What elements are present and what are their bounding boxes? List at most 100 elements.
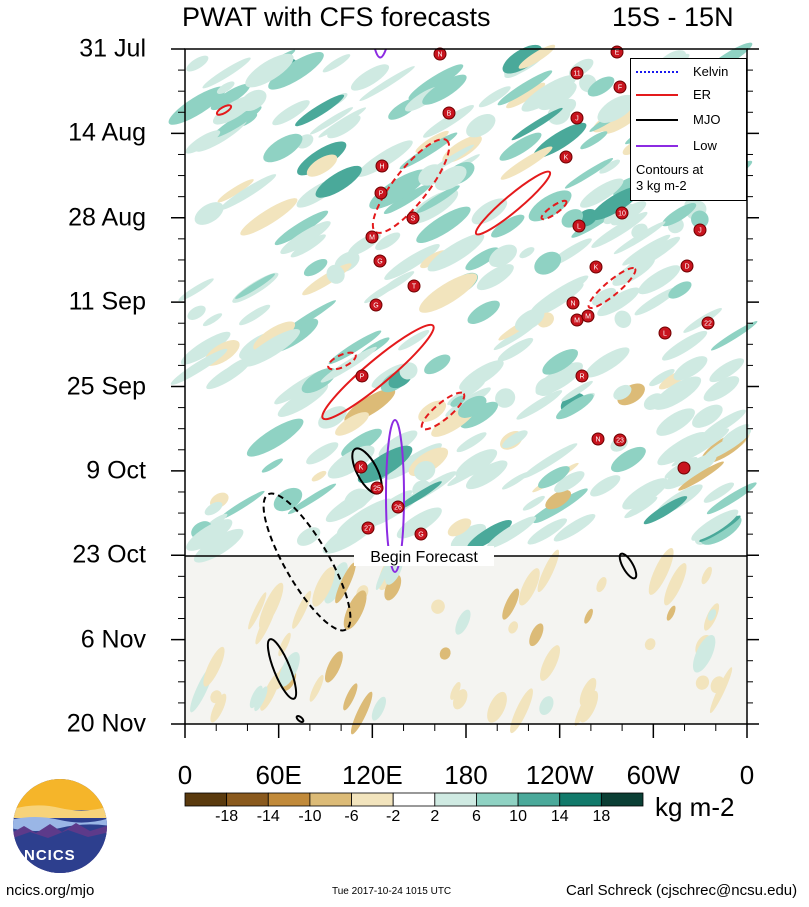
y-tick-label: 6 Nov: [80, 625, 146, 654]
anomaly-patch: [168, 86, 227, 125]
anomaly-patch: [501, 471, 530, 490]
x-tick-label: 0: [739, 760, 755, 790]
anomaly-patch: [243, 329, 301, 367]
anomaly-patch: [212, 95, 255, 125]
storm-marker: [559, 150, 573, 164]
storm-marker: [373, 254, 387, 268]
anomaly-patch: [447, 518, 472, 537]
anomaly-patch: [456, 432, 487, 453]
storm-label: G: [373, 303, 378, 310]
colorbar-tick-label: 2: [430, 808, 440, 825]
er-contour: [321, 323, 435, 421]
storm-marker: [677, 461, 691, 475]
storm-label: 23: [616, 438, 624, 445]
er-contour: [327, 351, 357, 371]
anomaly-patch: [186, 55, 209, 72]
anomaly-patch: [327, 445, 375, 479]
anomaly-patch: [396, 507, 442, 539]
anomaly-patch: [277, 383, 329, 417]
anomaly-patch: [554, 98, 577, 117]
anomaly-patch: [518, 44, 556, 69]
anomaly-patch: [502, 430, 528, 449]
anomaly-patch: [657, 431, 707, 466]
anomaly-patch: [180, 331, 231, 365]
anomaly-patch: [455, 609, 471, 635]
anomaly-patch: [306, 442, 339, 465]
anomaly-patch: [491, 214, 525, 238]
low-contour: [385, 419, 405, 573]
legend-contour-note: Contours at 3 kg m-2: [636, 162, 703, 194]
anomaly-patch: [249, 685, 263, 709]
anomaly-patch: [710, 321, 758, 351]
chart-title: PWAT with CFS forecasts: [182, 2, 491, 32]
colorbar-swatch: [267, 792, 311, 807]
anomaly-patch: [408, 64, 464, 100]
anomaly-patch: [185, 130, 221, 154]
anomaly-patch: [560, 380, 593, 402]
anomaly-patch: [375, 561, 391, 590]
storm-marker: [370, 481, 384, 495]
anomaly-patch: [434, 165, 467, 191]
anomaly-patch: [691, 509, 739, 541]
storm-label: S: [411, 216, 416, 223]
storm-marker: [369, 298, 383, 312]
anomaly-patch: [644, 638, 656, 651]
anomaly-patch: [707, 609, 717, 621]
storm-label: D: [684, 264, 689, 271]
storm-label: K: [564, 155, 569, 162]
anomaly-patch: [343, 590, 367, 630]
anomaly-patch: [695, 675, 710, 690]
storm-marker: [591, 432, 605, 446]
anomaly-patch: [309, 107, 354, 135]
anomaly-patch: [202, 57, 251, 89]
colorbar-swatch: [309, 792, 352, 807]
ncics-logo: [13, 779, 107, 873]
anomaly-patch: [539, 696, 554, 715]
anomaly-patch: [663, 453, 717, 490]
anomaly-patch: [662, 330, 708, 361]
storm-marker: [613, 433, 627, 447]
anomaly-patch: [335, 562, 356, 604]
storm-marker: [566, 296, 580, 310]
colorbar-tick-label: 6: [472, 808, 481, 825]
anomaly-patch: [210, 693, 227, 723]
footer-website: ncics.org/mjo: [6, 882, 95, 899]
legend-item-low: Low: [631, 136, 748, 156]
storm-label: M: [585, 314, 591, 321]
anomaly-patch: [545, 489, 572, 510]
storm-label: 25: [373, 486, 381, 493]
y-tick-label: 31 Jul: [79, 34, 146, 63]
anomaly-patch: [638, 265, 681, 295]
anomaly-patch: [263, 133, 303, 163]
anomaly-patch: [290, 234, 326, 258]
anomaly-patch: [261, 458, 283, 473]
anomaly-patch: [722, 423, 750, 443]
colorbar-swatch: [351, 792, 394, 807]
storm-marker: [570, 111, 584, 125]
anomaly-patch: [384, 244, 440, 280]
anomaly-patch: [649, 368, 675, 387]
anomaly-patch: [701, 566, 712, 585]
storm-label: P: [379, 191, 384, 198]
anomaly-patch: [516, 390, 563, 420]
anomaly-patch: [518, 568, 540, 606]
anomaly-patch: [450, 523, 487, 550]
storm-label: H: [379, 164, 384, 171]
anomaly-patch: [506, 82, 546, 109]
anomaly-patch: [499, 132, 542, 161]
anomaly-patch: [648, 547, 674, 595]
er-contour: [215, 104, 233, 116]
anomaly-patch: [216, 81, 235, 94]
colorbar-tick-label: -2: [386, 808, 401, 825]
legend-swatch-low: [636, 145, 678, 147]
anomaly-patch: [530, 275, 589, 313]
anomaly-patch: [592, 287, 617, 306]
anomaly-patch: [500, 146, 553, 180]
logo-text: NCICS: [24, 847, 76, 864]
anomaly-patch: [341, 428, 382, 457]
anomaly-patch: [666, 605, 676, 621]
anomaly-patch: [278, 651, 300, 687]
er-contour: [587, 266, 637, 310]
anomaly-patch: [591, 186, 641, 221]
anomaly-patch: [419, 273, 478, 313]
